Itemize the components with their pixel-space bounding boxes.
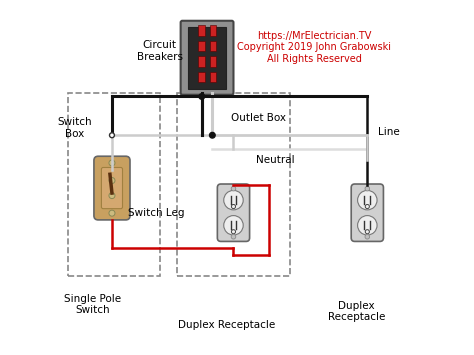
- Bar: [210, 25, 217, 36]
- Bar: [198, 41, 205, 51]
- Bar: [177, 93, 290, 276]
- Text: Line: Line: [378, 127, 399, 137]
- Bar: [198, 72, 205, 82]
- FancyBboxPatch shape: [101, 168, 122, 209]
- FancyBboxPatch shape: [181, 21, 234, 95]
- Text: Switch
Box: Switch Box: [58, 118, 92, 139]
- Text: Duplex Receptacle: Duplex Receptacle: [178, 321, 275, 331]
- Bar: [210, 41, 217, 51]
- FancyBboxPatch shape: [218, 184, 250, 241]
- Bar: [188, 27, 226, 89]
- Text: Single Pole
Switch: Single Pole Switch: [64, 294, 121, 315]
- FancyBboxPatch shape: [351, 184, 383, 241]
- Circle shape: [365, 230, 369, 234]
- Circle shape: [231, 186, 236, 191]
- Bar: [198, 56, 205, 67]
- Ellipse shape: [357, 190, 377, 210]
- Text: Circuit
Breakers: Circuit Breakers: [137, 40, 182, 61]
- Text: Outlet Box: Outlet Box: [231, 113, 286, 122]
- Ellipse shape: [224, 215, 243, 235]
- Circle shape: [210, 132, 215, 138]
- Circle shape: [231, 204, 236, 209]
- Bar: [198, 25, 205, 36]
- Bar: [210, 56, 217, 67]
- Circle shape: [231, 234, 236, 239]
- Circle shape: [109, 192, 115, 198]
- Circle shape: [231, 230, 236, 234]
- Ellipse shape: [357, 215, 377, 235]
- Circle shape: [365, 186, 370, 191]
- Circle shape: [109, 133, 114, 138]
- Circle shape: [365, 204, 369, 209]
- Circle shape: [109, 178, 115, 184]
- Circle shape: [365, 234, 370, 239]
- Bar: [210, 72, 217, 82]
- FancyBboxPatch shape: [94, 156, 130, 220]
- Text: Duplex
Receptacle: Duplex Receptacle: [328, 301, 385, 322]
- Text: Switch Leg: Switch Leg: [128, 208, 184, 218]
- Circle shape: [109, 210, 115, 216]
- Bar: [68, 93, 160, 276]
- Text: Neutral: Neutral: [256, 155, 295, 165]
- Text: https://MrElectrician.TV
Copyright 2019 John Grabowski
All Rights Reserved: https://MrElectrician.TV Copyright 2019 …: [237, 31, 392, 64]
- Circle shape: [199, 94, 205, 99]
- Ellipse shape: [224, 190, 243, 210]
- Circle shape: [109, 160, 115, 166]
